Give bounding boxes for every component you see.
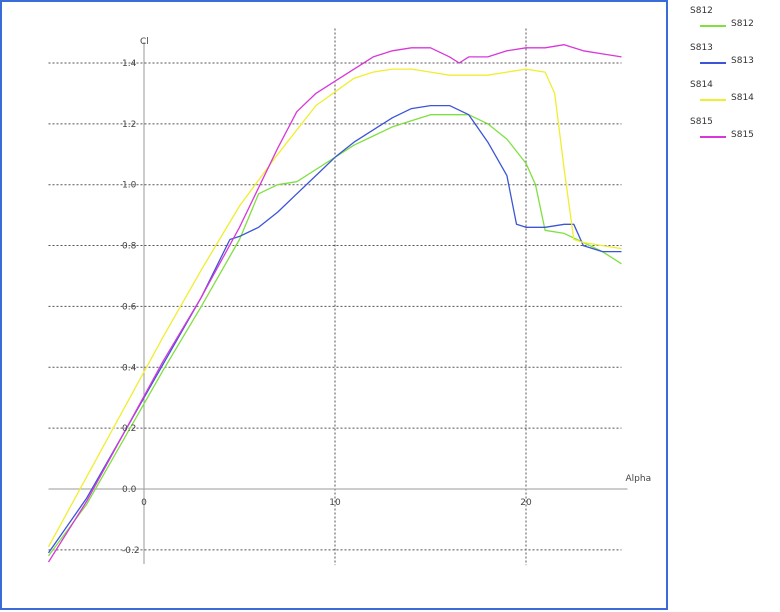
- y-tick-label: 1.4: [122, 59, 137, 69]
- series-line-s813[interactable]: [47, 104, 622, 554]
- series-layer: [47, 44, 622, 563]
- series-line-s815[interactable]: [47, 44, 622, 563]
- legend-swatch: [700, 99, 726, 101]
- legend: S812 S812 S813 S813 S814 S814 S815 S815: [684, 0, 780, 200]
- legend-series-title: S812: [690, 6, 713, 16]
- y-tick-label: 0.4: [122, 363, 137, 373]
- y-tick-label: 1.0: [122, 181, 137, 191]
- x-tick-label: 0: [141, 498, 147, 508]
- series-line-s814[interactable]: [47, 68, 622, 548]
- legend-entry-s814[interactable]: S814 S814: [684, 80, 780, 110]
- y-tick-label: 1.2: [122, 120, 136, 130]
- y-tick-label: 0.0: [122, 485, 137, 495]
- x-tick-label: 10: [329, 498, 341, 508]
- y-tick-label: 0.2: [122, 424, 136, 434]
- legend-swatch: [700, 62, 726, 64]
- legend-swatch: [700, 25, 726, 27]
- labels-layer: -0.2 0.0 0.2 0.4 0.6 0.8 1.0 1.2 1.4 0 10 20 Cl Alpha: [122, 37, 651, 556]
- legend-series-title: S814: [690, 80, 713, 90]
- legend-entry-s815[interactable]: S815 S815: [684, 117, 780, 147]
- legend-label: S812: [731, 19, 754, 29]
- legend-series-title: S815: [690, 117, 713, 127]
- chart-svg: -0.2 0.0 0.2 0.4 0.6 0.8 1.0 1.2 1.4 0 10 20 Cl Alpha: [47, 28, 651, 566]
- series-line-s812[interactable]: [47, 114, 622, 557]
- x-tick-label: 20: [520, 498, 532, 508]
- legend-label: S814: [731, 93, 754, 103]
- legend-label: S813: [731, 56, 754, 66]
- plot-area[interactable]: -0.2 0.0 0.2 0.4 0.6 0.8 1.0 1.2 1.4 0 10 20 Cl Alpha: [0, 0, 668, 610]
- legend-entry-s812[interactable]: S812 S812: [684, 6, 780, 36]
- y-tick-label: 0.6: [122, 302, 137, 312]
- y-axis-title: Cl: [140, 37, 149, 47]
- y-tick-label: -0.2: [122, 546, 140, 556]
- axes-layer: [48, 42, 628, 564]
- x-axis-title: Alpha: [626, 474, 652, 484]
- y-tick-label: 0.8: [122, 242, 137, 252]
- legend-label: S815: [731, 130, 754, 140]
- legend-swatch: [700, 136, 726, 138]
- legend-series-title: S813: [690, 43, 713, 53]
- legend-entry-s813[interactable]: S813 S813: [684, 43, 780, 73]
